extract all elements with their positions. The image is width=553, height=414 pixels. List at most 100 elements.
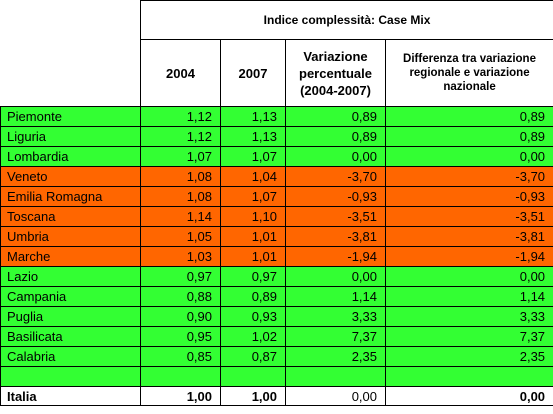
value-2007-cell: 1,13 [220,106,286,127]
region-cell: Umbria [0,226,141,247]
header-columns-row: 2004 2007 Variazione percentuale (2004-2… [0,39,553,107]
region-cell: Basilicata [0,326,141,347]
region-cell: Marche [0,246,141,267]
table-row: Lazio 0,97 0,97 0,00 0,00 [0,266,553,287]
spacer-row [0,366,553,387]
spacer-cell [384,366,553,387]
variation-cell: 0,89 [285,126,386,147]
value-2004-cell: 1,14 [140,206,221,227]
column-header-variation: Variazione percentuale (2004-2007) [285,39,386,107]
region-cell: Liguria [0,126,141,147]
variation-cell: 0,00 [285,146,386,167]
variation-cell: 7,37 [285,326,386,347]
column-header-2004: 2004 [140,39,221,107]
spacer-cell [285,366,386,387]
difference-cell: -1,94 [384,246,553,267]
variation-cell: 2,35 [285,346,386,367]
table-row: Liguria 1,12 1,13 0,89 0,89 [0,126,553,147]
difference-cell: 7,37 [384,326,553,347]
region-cell: Lazio [0,266,141,287]
region-cell: Campania [0,286,141,307]
spacer-cell [0,366,141,387]
total-region-cell: Italia [0,386,141,406]
variation-cell: 0,00 [285,266,386,287]
table-row: Umbria 1,05 1,01 -3,81 -3,81 [0,226,553,247]
region-cell: Calabria [0,346,141,367]
variation-cell: -1,94 [285,246,386,267]
difference-cell: 0,00 [384,266,553,287]
value-2004-cell: 1,08 [140,186,221,207]
difference-cell: 0,89 [384,126,553,147]
table-row: Puglia 0,90 0,93 3,33 3,33 [0,306,553,327]
region-cell: Piemonte [0,106,141,127]
difference-cell: -0,93 [384,186,553,207]
difference-cell: -3,70 [384,166,553,187]
value-2004-cell: 0,90 [140,306,221,327]
header-region-cell [0,39,141,107]
difference-cell: 0,00 [384,146,553,167]
difference-cell: 0,89 [384,106,553,127]
spacer-cell [140,366,221,387]
variation-cell: -3,51 [285,206,386,227]
value-2007-cell: 1,01 [220,246,286,267]
region-cell: Emilia Romagna [0,186,141,207]
header-corner-cell [0,0,141,40]
difference-cell: 2,35 [384,346,553,367]
total-value-2007-cell: 1,00 [220,386,286,406]
value-2004-cell: 0,95 [140,326,221,347]
table-row: Veneto 1,08 1,04 -3,70 -3,70 [0,166,553,187]
value-2004-cell: 1,07 [140,146,221,167]
value-2007-cell: 1,02 [220,326,286,347]
header-title-row: Indice complessità: Case Mix [0,0,553,40]
table-row: Piemonte 1,12 1,13 0,89 0,89 [0,106,553,127]
value-2004-cell: 0,97 [140,266,221,287]
table-title: Indice complessità: Case Mix [139,0,553,40]
value-2007-cell: 0,97 [220,266,286,287]
region-cell: Veneto [0,166,141,187]
value-2004-cell: 0,88 [140,286,221,307]
region-cell: Toscana [0,206,141,227]
value-2007-cell: 1,01 [220,226,286,247]
value-2007-cell: 0,93 [220,306,286,327]
total-row: Italia 1,00 1,00 0,00 0,00 [0,386,553,406]
value-2004-cell: 1,05 [140,226,221,247]
table-row: Marche 1,03 1,01 -1,94 -1,94 [0,246,553,267]
value-2007-cell: 1,07 [220,186,286,207]
variation-cell: 3,33 [285,306,386,327]
table-row: Toscana 1,14 1,10 -3,51 -3,51 [0,206,553,227]
total-variation-cell: 0,00 [285,386,386,406]
spacer-cell [220,366,286,387]
variation-cell: -3,81 [285,226,386,247]
value-2004-cell: 1,12 [140,106,221,127]
value-2004-cell: 1,12 [140,126,221,147]
difference-cell: -3,51 [384,206,553,227]
value-2007-cell: 1,10 [220,206,286,227]
variation-cell: 0,89 [285,106,386,127]
region-cell: Puglia [0,306,141,327]
difference-cell: -3,81 [384,226,553,247]
table-row: Emilia Romagna 1,08 1,07 -0,93 -0,93 [0,186,553,207]
column-header-2007: 2007 [220,39,286,107]
value-2004-cell: 1,03 [140,246,221,267]
table-row: Basilicata 0,95 1,02 7,37 7,37 [0,326,553,347]
value-2007-cell: 0,87 [220,346,286,367]
value-2007-cell: 1,07 [220,146,286,167]
difference-cell: 1,14 [384,286,553,307]
value-2007-cell: 0,89 [220,286,286,307]
table-row: Lombardia 1,07 1,07 0,00 0,00 [0,146,553,167]
table-row: Calabria 0,85 0,87 2,35 2,35 [0,346,553,367]
variation-cell: -3,70 [285,166,386,187]
table-row: Campania 0,88 0,89 1,14 1,14 [0,286,553,307]
difference-cell: 3,33 [384,306,553,327]
value-2007-cell: 1,04 [220,166,286,187]
variation-cell: 1,14 [285,286,386,307]
region-cell: Lombardia [0,146,141,167]
total-value-2004-cell: 1,00 [140,386,221,406]
value-2004-cell: 1,08 [140,166,221,187]
column-header-difference: Differenza tra variazione regionale e va… [384,39,553,107]
value-2004-cell: 0,85 [140,346,221,367]
total-difference-cell: 0,00 [384,386,553,406]
value-2007-cell: 1,13 [220,126,286,147]
variation-cell: -0,93 [285,186,386,207]
